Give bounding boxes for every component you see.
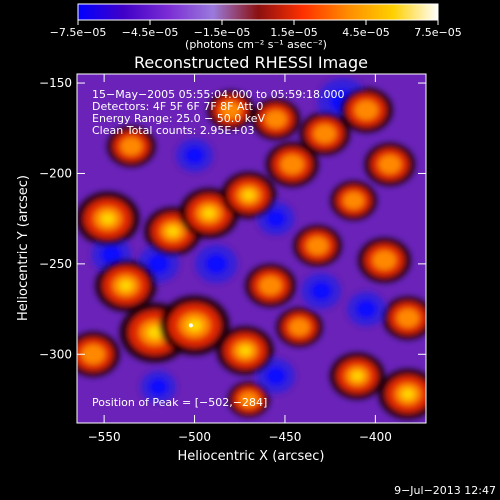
- colorbar-ticks: −7.5e−05 −4.5e−05 −1.5e−05 1.5e−05 4.5e−05 7.…: [50, 20, 462, 39]
- chart-title: Reconstructed RHESSI Image: [134, 53, 368, 72]
- y-tick-label: −250: [39, 257, 72, 271]
- annotation-time-range: 15−May−2005 05:55:04.000 to 05:59:18.000: [92, 88, 345, 101]
- y-tick-label: −300: [39, 347, 72, 361]
- timestamp: 9−Jul−2013 12:47: [394, 484, 496, 497]
- hot-spot-core: [186, 318, 203, 332]
- colorbar-tick-label: 1.5e−05: [270, 26, 317, 39]
- hot-spot-mid: [354, 100, 379, 120]
- cold-spot-core: [311, 281, 332, 300]
- hot-spot-core: [146, 326, 163, 340]
- hot-spot-core: [351, 370, 364, 382]
- hot-spot-core: [242, 190, 255, 201]
- x-axis-ticks: −550 −500 −450 −400: [88, 74, 392, 444]
- hot-spot-core: [166, 226, 180, 237]
- hot-spot-mid: [396, 308, 420, 328]
- hot-spot-mid: [343, 191, 364, 210]
- hot-spot-mid: [81, 344, 106, 365]
- hot-spot-mid: [313, 124, 337, 144]
- x-tick-label: −450: [268, 430, 301, 444]
- hot-spot-core: [118, 279, 133, 292]
- hot-spot-mid: [259, 276, 282, 295]
- x-tick-label: −400: [359, 430, 392, 444]
- hot-spot-mid: [280, 154, 304, 175]
- colorbar-tick-label: 7.5e−05: [414, 26, 461, 39]
- hot-spot-mid: [239, 391, 259, 408]
- colorbar: [77, 3, 439, 21]
- annotation-clean-counts: Clean Total counts: 2.95E+03: [92, 124, 255, 137]
- hot-spot-mid: [120, 137, 143, 156]
- hot-spot-core: [202, 207, 216, 219]
- x-tick-label: −550: [88, 430, 121, 444]
- annotation-energy-range: Energy Range: 25.0 − 50.0 keV: [92, 112, 266, 125]
- colorbar-unit-label: (photons cm⁻² s⁻¹ asec⁻²): [185, 38, 327, 51]
- cold-spot-core: [266, 367, 286, 385]
- x-tick-label: −500: [178, 430, 211, 444]
- hot-spot-core: [401, 388, 415, 400]
- cold-spot-core: [148, 254, 169, 274]
- y-tick-label: −200: [39, 166, 72, 180]
- colorbar-tick-label: −7.5e−05: [50, 26, 107, 39]
- cold-spot-core: [266, 210, 286, 228]
- hot-spot-core: [238, 345, 252, 356]
- colorbar-tick-label: −4.5e−05: [122, 26, 179, 39]
- cold-spot-core: [205, 254, 227, 274]
- annotation-peak-position: Position of Peak = [−502,−284]: [92, 396, 267, 409]
- plot-frame: [76, 73, 427, 424]
- y-axis-ticks: −150 −200 −250 −300: [39, 76, 426, 361]
- hot-spot-mid: [220, 101, 242, 119]
- cold-spot-core: [185, 146, 204, 164]
- hot-spot-mid: [372, 250, 397, 271]
- peak-marker: [188, 323, 193, 328]
- cold-spot-core: [101, 245, 122, 264]
- colorbar-tick-label: 4.5e−05: [342, 26, 389, 39]
- hot-spot-mid: [289, 318, 310, 336]
- cold-spot-core: [356, 300, 376, 318]
- hot-spot-core: [100, 212, 115, 225]
- y-axis-label: Heliocentric Y (arcsec): [16, 175, 31, 321]
- heatmap-image: [77, 78, 426, 420]
- heatmap-blobs: [77, 78, 426, 420]
- y-tick-label: −150: [39, 76, 72, 90]
- colorbar-tick-label: −1.5e−05: [194, 26, 251, 39]
- hot-spot-mid: [265, 110, 287, 129]
- hot-spot-mid: [306, 236, 329, 255]
- x-axis-label: Heliocentric X (arcsec): [178, 449, 325, 464]
- hot-spot-mid: [378, 155, 402, 174]
- annotation-detectors: Detectors: 4F 5F 6F 7F 8F Att 0: [92, 100, 263, 113]
- cold-spot-core: [149, 378, 168, 395]
